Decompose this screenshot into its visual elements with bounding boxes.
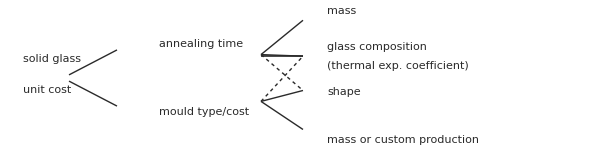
Text: mass: mass [327,6,356,16]
Text: solid glass: solid glass [23,54,81,64]
Text: annealing time: annealing time [159,39,243,49]
Text: mass or custom production: mass or custom production [327,135,479,145]
Text: mould type/cost: mould type/cost [159,107,249,117]
Text: glass composition: glass composition [327,42,427,52]
Text: unit cost: unit cost [23,85,71,95]
Text: shape: shape [327,87,361,97]
Text: (thermal exp. coefficient): (thermal exp. coefficient) [327,61,469,71]
